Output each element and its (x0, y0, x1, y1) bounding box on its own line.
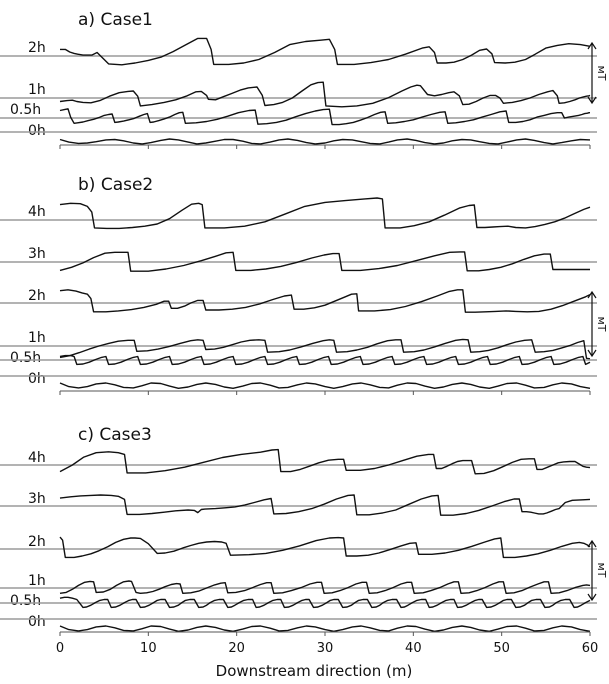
x-tick-label-30: 30 (317, 641, 334, 656)
x-tick-label-50: 50 (493, 641, 510, 656)
panel-b-scale-bar: ᴍT (587, 290, 608, 358)
panel-b-scale-bar-top-arrow (587, 290, 597, 299)
panel-b-profile-05h (59, 354, 591, 366)
panel-c-title: c) Case3 (78, 425, 152, 445)
panel-b-time-label-0: 4h (28, 204, 46, 220)
panel-a-scale-bar-bottom-arrow (587, 96, 597, 105)
panel-c-profile-1h (59, 580, 591, 594)
panel-a-time-label-3: 0h (28, 123, 46, 139)
panel-b-time-label-2: 2h (28, 288, 46, 304)
panel-c-profile-2h (59, 536, 591, 559)
panel-c-scale-bar-top-arrow (587, 539, 597, 548)
panel-b-time-label-4: 0.5h (10, 350, 41, 366)
x-axis-ticks: 0 10 20 30 40 50 60 (56, 641, 598, 656)
panel-a-scale-bar-top-arrow (587, 41, 597, 50)
panel-b-profile-3h (59, 251, 590, 272)
panel-c-profile-0h (59, 625, 591, 632)
panel-b-scale-bar-label: ᴍT (595, 316, 608, 331)
panel-b-time-label-1: 3h (28, 246, 46, 262)
panel-a-time-label-1: 1h (28, 82, 46, 98)
panel-a-time-label-2: 0.5h (10, 102, 41, 118)
panel-a: a) Case1 2h 1h 0.5h 0h ᴍT (0, 10, 608, 149)
panel-b-time-label-5: 0h (28, 371, 46, 387)
x-tick-label-0: 0 (56, 641, 64, 656)
panel-a-profile-2h (60, 37, 591, 66)
panel-b-profile-2h (59, 289, 591, 313)
panel-b-title: b) Case2 (78, 175, 153, 195)
x-axis-title: Downstream direction (m) (216, 662, 413, 680)
panel-b-profile-0h (59, 382, 591, 389)
panel-c-time-label-5: 0h (28, 614, 46, 630)
panel-a-scale-bar: ᴍT (587, 41, 608, 105)
panel-c-profile-3h (59, 494, 591, 516)
panel-c: c) Case3 4h 3h 2h 1h 0.5h 0h ᴍT (0, 425, 608, 636)
panel-b-time-label-3: 1h (28, 330, 46, 346)
panel-a-title: a) Case1 (78, 10, 153, 30)
panel-b-profile-4h (59, 197, 591, 230)
panel-a-time-label-0: 2h (28, 40, 46, 56)
panel-c-scale-bar-bottom-arrow (587, 593, 597, 602)
panel-a-profile-05h (59, 108, 590, 126)
panel-c-scale-bar: ᴍT (587, 539, 608, 602)
panel-c-scale-bar-label: ᴍT (595, 562, 608, 577)
panel-a-profile-1h (59, 81, 591, 108)
panel-c-profile-05h (59, 596, 591, 609)
panel-a-profile-0h (59, 138, 591, 145)
panel-c-series-layer (0, 448, 597, 636)
panel-c-profile-4h (59, 448, 591, 475)
panel-b-scale-bar-bottom-arrow (587, 349, 597, 358)
x-tick-label-10: 10 (140, 641, 157, 656)
x-tick-label-60: 60 (582, 641, 599, 656)
panel-c-time-label-1: 3h (28, 491, 46, 507)
x-tick-label-20: 20 (228, 641, 245, 656)
panel-c-time-label-0: 4h (28, 450, 46, 466)
panel-b: b) Case2 4h 3h 2h 1h 0.5h 0h ᴍT (0, 175, 608, 395)
panel-a-series-layer (0, 37, 597, 149)
panel-b-profile-1h (59, 338, 591, 360)
panel-b-series-layer (0, 197, 597, 395)
panel-a-scale-bar-label: ᴍT (595, 65, 608, 80)
panel-c-time-label-2: 2h (28, 534, 46, 550)
panel-c-time-label-3: 1h (28, 573, 46, 589)
x-tick-label-40: 40 (405, 641, 422, 656)
panel-c-time-label-4: 0.5h (10, 593, 41, 609)
